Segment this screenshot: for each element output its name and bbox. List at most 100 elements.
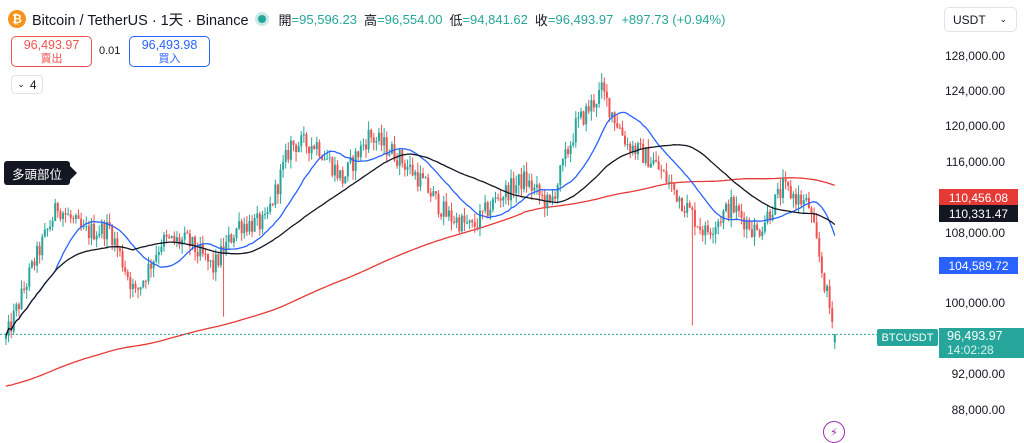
last-price-label: 96,493.97 14:02:28 — [939, 328, 1024, 358]
candle-body — [579, 111, 582, 118]
candle-body — [815, 222, 818, 239]
candle-body — [61, 213, 64, 219]
candle-body — [375, 140, 378, 143]
candle-body — [409, 164, 412, 167]
candle-body — [432, 191, 435, 197]
candle-body — [582, 111, 585, 125]
ma-blue-price-label: 104,589.72 — [939, 257, 1018, 274]
candle-body — [486, 202, 489, 217]
candle-body — [478, 210, 481, 228]
candle-body — [634, 145, 637, 155]
candle-body — [603, 82, 606, 92]
candle-body — [639, 143, 642, 145]
currency-select[interactable]: USDT ⌄ — [944, 7, 1017, 32]
candle-body — [323, 159, 326, 161]
candle-body — [688, 202, 691, 208]
candle-body — [450, 210, 453, 222]
candle-body — [683, 211, 686, 213]
candle-body — [274, 184, 277, 205]
candle-body — [95, 235, 98, 240]
candle-body — [152, 261, 155, 269]
flash-icon[interactable]: ⚡ — [823, 421, 845, 443]
candle-body — [38, 245, 41, 256]
candle-body — [320, 156, 323, 160]
candle-body — [74, 215, 77, 219]
candle-body — [20, 288, 23, 309]
sell-button[interactable]: 96,493.97 賣出 — [11, 36, 92, 67]
candle-body — [194, 236, 197, 252]
candle-body — [701, 229, 704, 236]
candle-body — [709, 232, 712, 235]
candle-body — [85, 226, 88, 228]
candle-body — [533, 187, 536, 191]
candlestick-chart[interactable] — [0, 0, 940, 443]
candle-body — [725, 203, 728, 211]
candle-body — [585, 106, 588, 125]
candle-body — [23, 288, 26, 290]
indicators-toggle[interactable]: ⌄ 4 — [11, 75, 43, 94]
candle-body — [411, 164, 414, 176]
candle-body — [186, 232, 189, 234]
candle-body — [51, 220, 54, 227]
candle-body — [719, 221, 722, 223]
bitcoin-icon: ₿ — [8, 10, 26, 28]
ma-red-price-label: 110,456.08 — [939, 189, 1018, 206]
candle-body — [447, 210, 450, 217]
buy-label: 買入 — [158, 52, 181, 65]
candle-body — [523, 171, 525, 190]
high-label: 高 — [363, 12, 377, 28]
candle-body — [173, 235, 176, 242]
buy-button[interactable]: 96,493.98 買入 — [129, 36, 210, 67]
candle-body — [453, 221, 456, 223]
candle-body — [440, 214, 443, 217]
candle-body — [67, 214, 70, 216]
candle-body — [160, 246, 163, 252]
candle-body — [77, 215, 80, 219]
candle-body — [82, 226, 85, 228]
candle-body — [813, 213, 816, 223]
candle-body — [510, 178, 513, 201]
buy-price: 96,493.98 — [141, 37, 198, 52]
candle-body — [46, 228, 49, 230]
symbol-title[interactable]: Bitcoin / TetherUS · 1天 · Binance — [32, 12, 249, 29]
candle-body — [390, 144, 393, 154]
symbol-badge: BTCUSDT — [877, 329, 938, 346]
candle-body — [691, 207, 694, 211]
candle-body — [805, 198, 808, 201]
candle-body — [740, 211, 743, 218]
candle-body — [222, 246, 225, 254]
candle-body — [365, 144, 368, 150]
candle-body — [434, 191, 437, 194]
position-tag[interactable]: 多頭部位 — [4, 161, 78, 185]
candle-body — [525, 171, 528, 187]
candle-body — [116, 238, 119, 249]
candle-body — [113, 238, 116, 246]
candle-body — [712, 234, 715, 236]
candle-body — [647, 147, 650, 168]
candle-body — [756, 224, 759, 231]
candle-body — [789, 185, 792, 199]
candle-body — [289, 140, 292, 160]
candle-body — [235, 228, 238, 238]
symbol-badge-text: BTCUSDT — [881, 331, 934, 344]
candle-body — [131, 283, 134, 290]
price-change: +897.73 (+0.94%) — [621, 11, 726, 27]
candle-body — [460, 215, 463, 232]
candle-body — [310, 145, 313, 154]
candle-body — [551, 196, 554, 201]
sell-price: 96,493.97 — [23, 37, 80, 52]
candle-body — [276, 184, 279, 195]
candle-body — [326, 158, 329, 160]
open-label: 開 — [278, 12, 292, 28]
candle-body — [336, 164, 339, 179]
candle-body — [794, 193, 797, 205]
candle-body — [308, 146, 311, 154]
candle-body — [592, 100, 595, 108]
candle-body — [748, 220, 751, 230]
candle-body — [178, 237, 181, 245]
candle-body — [828, 286, 831, 309]
candle-body — [328, 157, 331, 159]
candle-body — [5, 335, 7, 339]
candle-body — [162, 234, 165, 247]
candle-body — [98, 233, 101, 236]
